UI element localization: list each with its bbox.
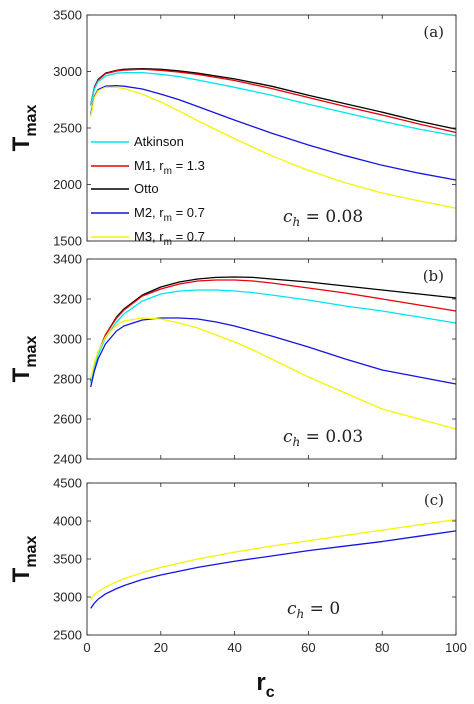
panel-c: 2500 3000 3500 4000 4500 0 20 40 60 80 100 Tmax (c) c… <box>8 476 467 702</box>
ytick-label-a-2: 2500 <box>53 121 82 136</box>
annotation-a: ch = 0.08 <box>283 207 363 229</box>
ytick-label-a-4: 3500 <box>53 8 82 23</box>
y-axis-label-main-a: T <box>8 136 35 151</box>
legend-label-1: M1, rm = 1.3 <box>134 158 205 177</box>
annotation-symbol-a: c <box>283 207 293 227</box>
series-line-a-4 <box>90 86 457 209</box>
ytick-label-b-2: 2800 <box>53 372 82 387</box>
ytick-label-c-3: 4000 <box>53 514 82 529</box>
plot-area-c <box>87 483 456 635</box>
annotation-symbol-b: c <box>283 427 293 447</box>
panel-label-a: (a) <box>423 23 444 41</box>
ytick-label-b-4: 3200 <box>53 292 82 307</box>
ytick-label-a-0: 1500 <box>53 234 82 249</box>
y-axis-label-main-c: T <box>8 567 35 582</box>
ytick-label-c-4: 4500 <box>53 476 82 491</box>
x-axis-label-sub: c <box>266 684 275 701</box>
annotation-value-c: = 0 <box>304 599 340 619</box>
series-line-a-1 <box>90 68 457 134</box>
annotation-value-a: = 0.08 <box>300 207 363 227</box>
xtick-label-c-0: 0 <box>83 640 90 655</box>
legend-label-sub-1: m <box>164 166 172 177</box>
series-line-b-3 <box>90 317 457 388</box>
y-axis-label-sub-b: max <box>23 336 40 368</box>
legend-label-2: Otto <box>134 181 159 196</box>
legend-label-main-4: M3, r <box>134 229 164 244</box>
y-axis-label-b: Tmax <box>8 336 40 383</box>
legend-label-main-0: Atkinson <box>134 134 184 149</box>
xtick-label-c-4: 80 <box>375 640 389 655</box>
y-axis-label-c: Tmax <box>8 536 40 583</box>
series-line-a-2 <box>90 71 457 137</box>
annotation-b: ch = 0.03 <box>283 427 363 449</box>
annotation-c: ch = 0 <box>287 599 340 621</box>
panel-label-b: (b) <box>423 267 444 285</box>
x-axis-label: rc <box>256 669 274 701</box>
xtick-label-c-5: 100 <box>445 640 467 655</box>
series-group-b <box>90 276 457 430</box>
ytick-label-a-3: 3000 <box>53 64 82 79</box>
panel-label-c: (c) <box>424 491 444 509</box>
legend-label-main-1: M1, r <box>134 158 164 173</box>
series-group-c <box>90 518 457 609</box>
panel-b: 2400 2600 2800 3000 3200 3400 Tmax (b) ch = 0.03 <box>8 252 457 467</box>
series-group-a <box>90 68 457 209</box>
legend-label-suffix-1: = 1.3 <box>172 158 205 173</box>
y-axis-label-sub-a: max <box>23 105 40 137</box>
series-line-b-4 <box>90 317 457 430</box>
legend-label-0: Atkinson <box>134 134 184 149</box>
legend-label-sub-4: m <box>164 237 172 248</box>
annotation-sub-a: h <box>293 215 301 229</box>
ytick-label-b-0: 2400 <box>53 452 82 467</box>
y-axis-label-sub-c: max <box>23 536 40 568</box>
annotation-symbol-c: c <box>287 599 297 619</box>
ytick-label-c-2: 3500 <box>53 552 82 567</box>
series-line-b-1 <box>90 279 457 382</box>
legend-label-main-3: M2, r <box>134 205 164 220</box>
y-axis-label-a: Tmax <box>8 105 40 152</box>
legend-label-main-2: Otto <box>134 181 159 196</box>
xtick-label-c-1: 20 <box>154 640 168 655</box>
annotation-value-b: = 0.03 <box>300 427 363 447</box>
plot-area-a <box>87 15 456 241</box>
ytick-label-b-5: 3400 <box>53 252 82 267</box>
xtick-label-c-3: 60 <box>301 640 315 655</box>
legend-label-suffix-3: = 0.7 <box>172 205 205 220</box>
y-axis-label-main-b: T <box>8 367 35 382</box>
annotation-sub-c: h <box>297 607 305 621</box>
legend-label-sub-3: m <box>164 213 172 224</box>
x-axis-label-main: r <box>256 669 265 696</box>
legend-label-suffix-4: = 0.7 <box>172 229 205 244</box>
ytick-label-b-1: 2600 <box>53 412 82 427</box>
ytick-label-c-0: 2500 <box>53 628 82 643</box>
xtick-label-c-2: 40 <box>227 640 241 655</box>
legend-label-3: M2, rm = 0.7 <box>134 205 205 224</box>
panel-a: 1500 2000 2500 3000 3500 Tmax (a) ch = 0.08 Atki… <box>8 8 457 249</box>
series-line-c-1 <box>90 530 457 609</box>
ytick-label-c-1: 3000 <box>53 590 82 605</box>
axes-box-b <box>86 258 457 460</box>
series-line-c-0 <box>90 518 457 600</box>
ytick-label-b-3: 3000 <box>53 332 82 347</box>
series-line-a-3 <box>90 84 457 181</box>
legend-label-4: M3, rm = 0.7 <box>134 229 205 248</box>
annotation-sub-b: h <box>293 435 301 449</box>
ytick-label-a-1: 2000 <box>53 177 82 192</box>
